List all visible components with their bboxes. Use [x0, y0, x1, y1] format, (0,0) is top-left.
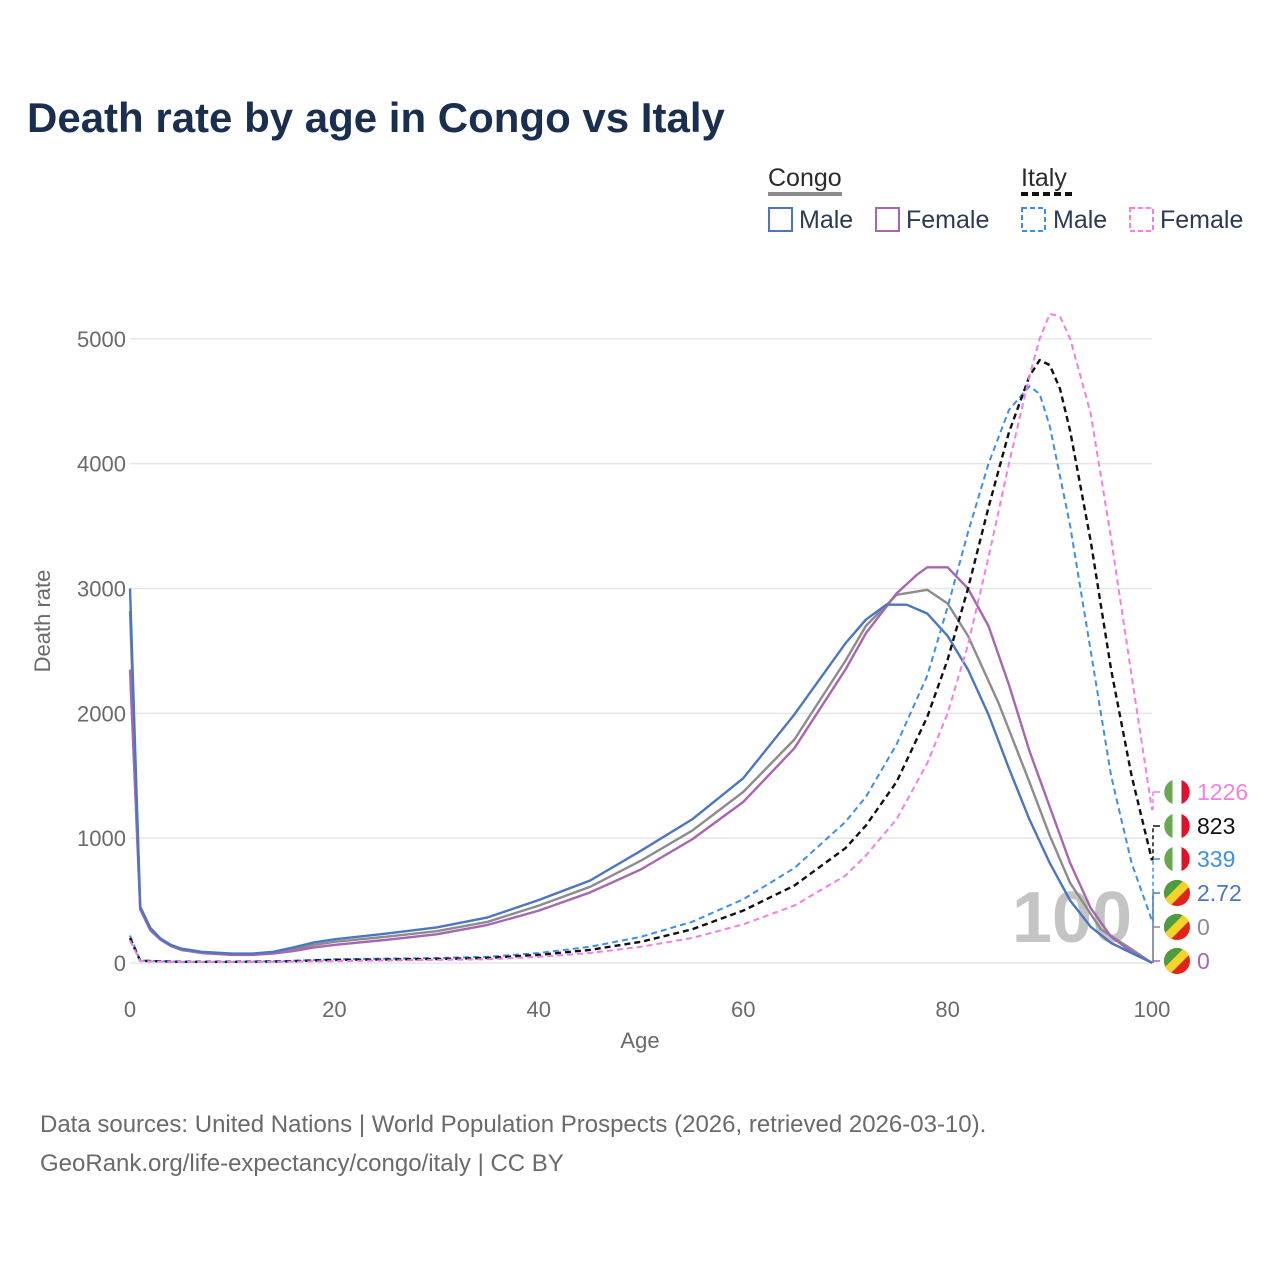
series-line-congo-male[interactable] [128, 588, 1153, 964]
legend-item-congo-male[interactable]: Male [768, 206, 853, 234]
legend-swatch-italy-male [1021, 207, 1046, 232]
source-line-1: Data sources: United Nations | World Pop… [40, 1111, 986, 1138]
end-value-label-congo-male: 2.72 [1197, 880, 1242, 906]
legend-swatch-italy-female [1129, 207, 1154, 232]
source-line-2: GeoRank.org/life-expectancy/congo/italy … [40, 1150, 564, 1177]
y-tick-label-2000: 2000 [77, 701, 126, 726]
congo-flag-icon [1164, 914, 1190, 940]
italy-flag-icon [1163, 845, 1191, 873]
congo-flag-icon [1164, 948, 1190, 974]
x-tick-label-80: 80 [935, 997, 959, 1022]
italy-flag-icon [1163, 812, 1191, 840]
current-age-watermark: 100 [1012, 878, 1132, 958]
legend-swatch-congo-male [768, 207, 793, 232]
x-tick-label-40: 40 [527, 997, 551, 1022]
series-line-italy-male[interactable] [129, 385, 1153, 963]
y-tick-label-1000: 1000 [77, 826, 126, 851]
legend-label-italy-male: Male [1053, 206, 1107, 234]
x-tick-label-60: 60 [731, 997, 755, 1022]
italy-flag-icon [1163, 778, 1191, 806]
grid-layer [130, 338, 1152, 964]
y-tick-label-5000: 5000 [77, 327, 126, 352]
series-line-italy-total[interactable] [128, 358, 1154, 963]
series-line-italy-female[interactable] [129, 312, 1153, 963]
legend-item-italy-male[interactable]: Male [1021, 206, 1107, 234]
end-labels-layer: 1226 823 339 2.72 0 0 [1152, 778, 1248, 974]
end-value-label-congo-female: 0 [1197, 948, 1210, 974]
y-tick-label-4000: 4000 [77, 452, 126, 477]
end-value-label-italy-total: 823 [1197, 813, 1235, 839]
x-tick-label-100: 100 [1134, 997, 1171, 1022]
legend-label-congo-male: Male [799, 206, 853, 234]
y-tick-label-0: 0 [114, 951, 126, 976]
series-line-congo-total[interactable] [128, 588, 1153, 964]
legend-label-congo-female: Female [906, 206, 989, 234]
chart-title: Death rate by age in Congo vs Italy [27, 94, 725, 141]
series-layer [128, 312, 1154, 965]
x-tick-label-0: 0 [124, 997, 136, 1022]
end-value-label-congo-total: 0 [1197, 914, 1210, 940]
legend-item-congo-female[interactable]: Female [875, 206, 989, 234]
legend-group-swatch-congo [768, 192, 842, 196]
legend-group-label-congo: Congo [768, 164, 842, 192]
legend-swatch-congo-female [875, 207, 900, 232]
legend-group-label-italy: Italy [1021, 164, 1067, 192]
legend: Congo Male Female Italy Male Female [768, 164, 1243, 234]
end-value-label-italy-female: 1226 [1197, 779, 1248, 805]
legend-group-congo[interactable]: Congo Male Female [768, 164, 989, 234]
legend-group-italy[interactable]: Italy Male Female [1021, 164, 1243, 234]
x-tick-label-20: 20 [322, 997, 346, 1022]
series-line-congo-female[interactable] [128, 566, 1153, 965]
end-value-label-italy-male: 339 [1197, 846, 1235, 872]
congo-flag-icon [1164, 880, 1190, 906]
legend-item-italy-female[interactable]: Female [1129, 206, 1243, 234]
x-axis-title: Age [620, 1028, 659, 1053]
tick-layer: 0 1000 2000 3000 4000 5000 0 20 40 60 80 100 [77, 327, 1170, 1022]
y-axis-title: Death rate [30, 570, 55, 673]
y-tick-label-3000: 3000 [77, 577, 126, 602]
legend-label-italy-female: Female [1160, 206, 1243, 234]
